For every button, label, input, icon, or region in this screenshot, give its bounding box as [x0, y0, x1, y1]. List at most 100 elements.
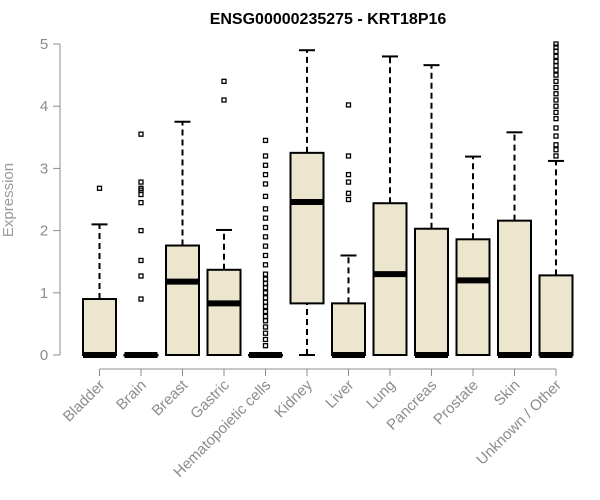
- x-tick-label: Brain: [113, 377, 150, 414]
- x-tick-label: Breast: [149, 376, 192, 419]
- box-body: [331, 302, 366, 356]
- outlier-point: [553, 48, 559, 55]
- outlier-point: [553, 147, 559, 153]
- box-lung: [372, 55, 408, 356]
- outlier-point: [138, 191, 144, 198]
- outlier-point: [138, 131, 144, 137]
- outlier-point: [345, 153, 352, 159]
- y-tick-label: 5: [40, 36, 48, 53]
- x-tick-label: Kidney: [271, 376, 316, 421]
- box-body: [372, 202, 408, 356]
- y-tick-label: 4: [40, 98, 48, 115]
- outlier-point: [262, 336, 269, 343]
- outlier-point: [553, 58, 559, 65]
- chart-title: ENSG00000235275 - KRT18P16: [210, 11, 447, 28]
- outlier-point: [138, 179, 144, 185]
- x-tick-label: Lung: [363, 377, 399, 413]
- box-gastric: [206, 78, 242, 357]
- box-liver: [331, 102, 366, 358]
- outlier-point: [262, 206, 269, 212]
- box-prostate: [455, 155, 491, 356]
- box-pancreas: [414, 64, 449, 358]
- plot-area: [82, 41, 574, 358]
- outlier-point: [345, 179, 352, 185]
- outlier-point: [262, 276, 269, 282]
- y-tick-label: 2: [40, 223, 48, 240]
- outlier-point: [262, 252, 269, 259]
- outlier-point: [262, 343, 269, 349]
- box-kidney: [289, 49, 325, 356]
- outlier-point: [553, 91, 559, 97]
- box-unknown-other: [538, 41, 574, 358]
- outlier-point: [262, 295, 269, 301]
- outlier-point: [262, 171, 269, 178]
- box-body: [289, 151, 325, 305]
- outlier-point: [553, 115, 559, 122]
- outlier-point: [138, 227, 144, 234]
- outlier-point: [262, 324, 269, 330]
- outlier-point: [262, 318, 269, 324]
- outlier-point: [262, 243, 269, 249]
- outlier-point: [262, 271, 269, 277]
- outlier-point: [262, 234, 269, 240]
- outlier-point: [553, 109, 559, 116]
- outlier-point: [262, 299, 269, 305]
- outlier-point: [138, 185, 144, 191]
- outlier-point: [553, 133, 559, 139]
- outlier-point: [262, 308, 269, 315]
- outlier-point: [262, 303, 269, 310]
- y-axis-label: Expression: [0, 163, 17, 237]
- outlier-point: [553, 41, 559, 47]
- outlier-point: [345, 171, 352, 178]
- x-tick-label: Bladder: [60, 377, 109, 426]
- outlier-point: [262, 330, 269, 336]
- outlier-point: [262, 280, 269, 287]
- outlier-point: [138, 273, 144, 279]
- box-skin: [497, 131, 532, 358]
- box-body: [497, 219, 532, 356]
- outlier-point: [553, 103, 559, 109]
- box-hematopoietic-cells: [248, 137, 283, 358]
- box-bladder: [82, 185, 117, 358]
- outlier-point: [262, 193, 269, 200]
- outlier-point: [553, 67, 559, 73]
- outlier-point: [96, 185, 103, 191]
- outlier-point: [262, 162, 269, 168]
- x-tick-label: Skin: [491, 377, 524, 410]
- outlier-point: [553, 63, 559, 69]
- outlier-point: [553, 53, 559, 60]
- outlier-point: [138, 257, 144, 264]
- outlier-point: [345, 102, 352, 108]
- box-breast: [165, 120, 200, 356]
- box-body: [165, 244, 200, 356]
- outlier-point: [553, 78, 559, 84]
- x-tick-label: Prostate: [430, 377, 482, 429]
- outlier-point: [553, 97, 559, 103]
- box-body: [414, 227, 449, 356]
- outlier-point: [553, 44, 559, 50]
- y-tick-label: 3: [40, 160, 48, 177]
- box-body: [455, 238, 491, 356]
- outlier-point: [345, 196, 352, 203]
- outlier-point: [262, 285, 269, 291]
- box-body: [206, 268, 242, 357]
- outlier-point: [262, 224, 269, 231]
- box-brain: [123, 131, 159, 358]
- outlier-point: [221, 78, 227, 84]
- x-tick-label: Liver: [322, 377, 357, 412]
- outlier-point: [262, 181, 269, 187]
- outlier-point: [262, 137, 269, 144]
- outlier-point: [553, 72, 559, 78]
- y-axis: 0 1 2 3 4 5: [40, 36, 61, 364]
- outlier-point: [221, 97, 227, 103]
- outlier-point: [262, 313, 269, 320]
- outlier-point: [262, 153, 269, 159]
- box-body: [538, 274, 574, 356]
- outlier-point: [262, 215, 269, 221]
- y-tick-label: 0: [40, 347, 48, 364]
- y-tick-label: 1: [40, 285, 48, 302]
- outlier-point: [553, 142, 559, 148]
- outlier-point: [262, 262, 269, 268]
